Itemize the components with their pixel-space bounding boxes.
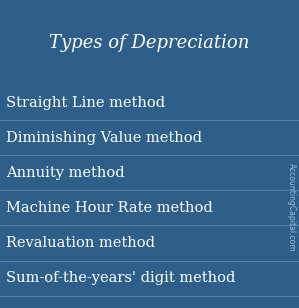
Text: Diminishing Value method: Diminishing Value method (6, 131, 202, 145)
Text: Annuity method: Annuity method (6, 166, 125, 180)
Text: Machine Hour Rate method: Machine Hour Rate method (6, 201, 213, 215)
Text: Revaluation method: Revaluation method (6, 236, 155, 250)
Text: Types of Depreciation: Types of Depreciation (49, 34, 250, 51)
Text: Straight Line method: Straight Line method (6, 95, 165, 110)
Text: AccountingCapital.com: AccountingCapital.com (287, 163, 296, 252)
Text: Sum-of-the-years' digit method: Sum-of-the-years' digit method (6, 271, 235, 285)
